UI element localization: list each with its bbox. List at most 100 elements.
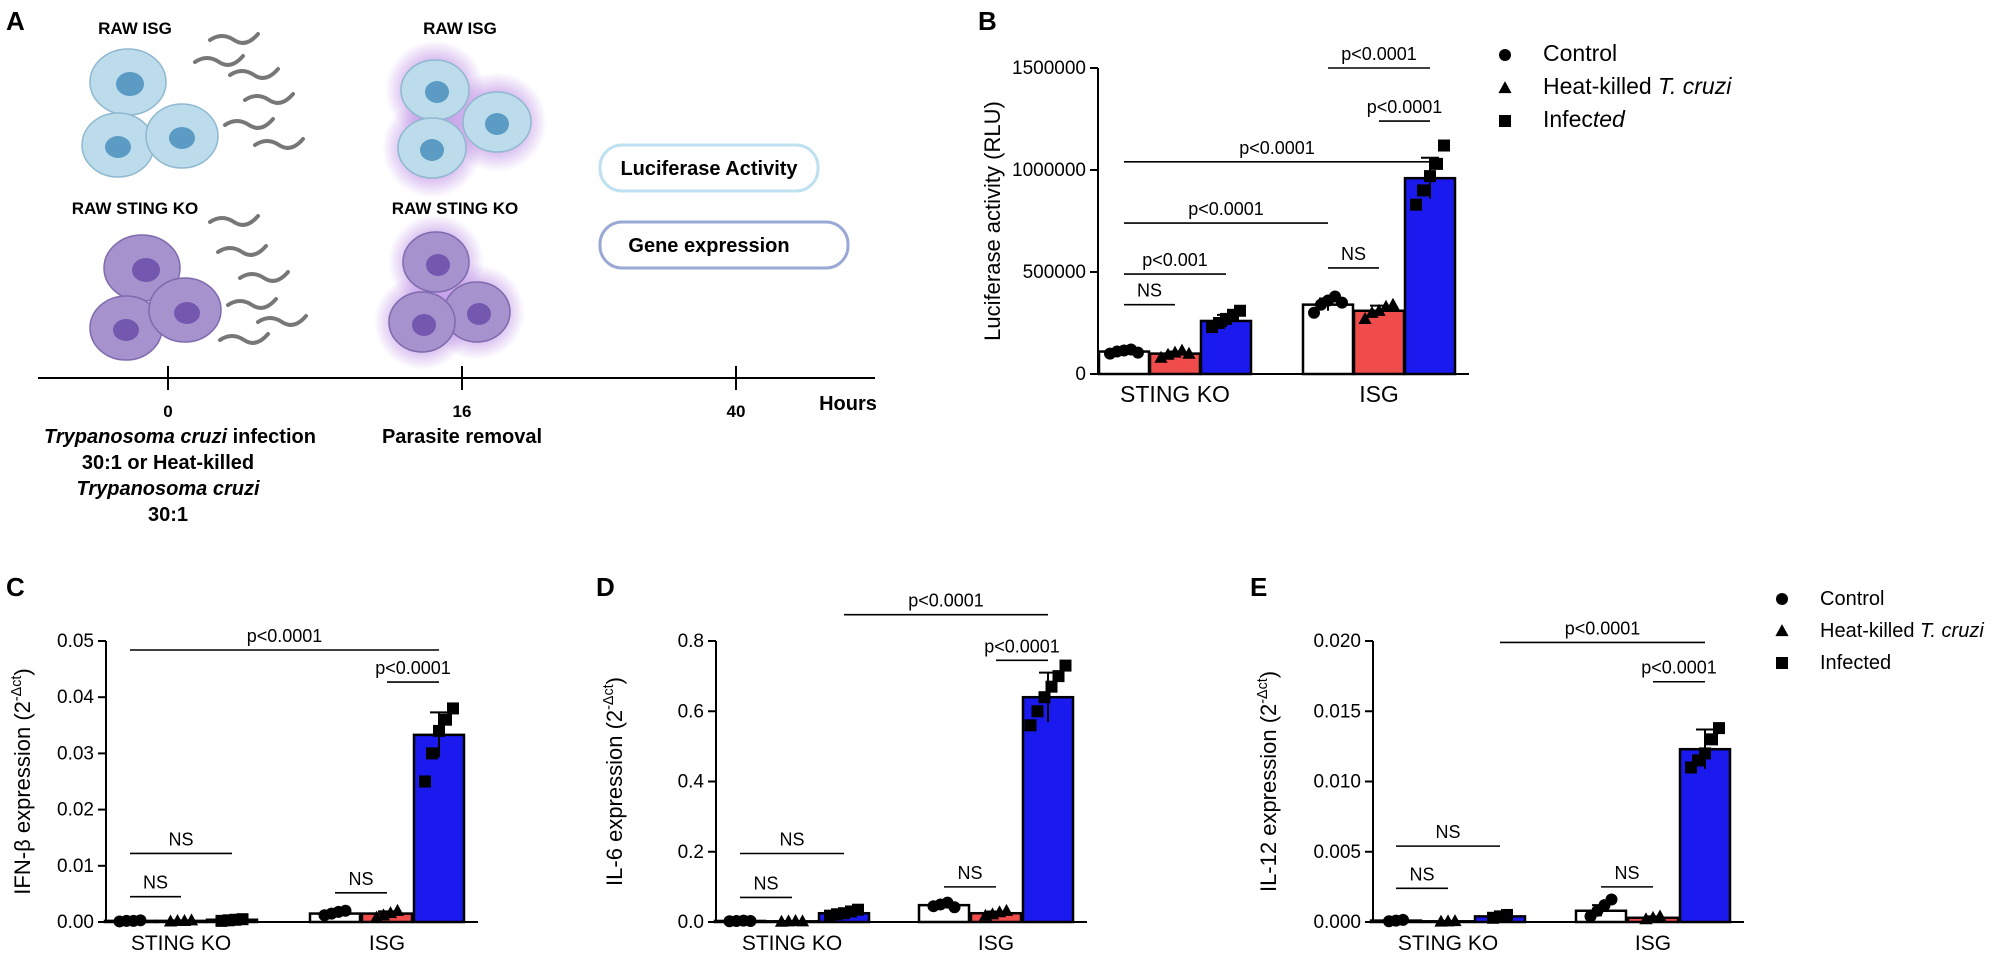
y-axis-label-close: ): [1256, 671, 1281, 678]
data-point: [134, 914, 147, 927]
legend-label: Heat-killed T. cruzi: [1820, 620, 1984, 642]
data-point: [1431, 157, 1443, 170]
y-axis-label-main: IL-6 expression (2: [602, 710, 627, 886]
y-axis-label-sup: -Δct: [1255, 678, 1271, 703]
chart-panel-b: 0 500000 1000000 1500000 Luciferase activity…: [980, 44, 1469, 407]
bar: [1678, 747, 1732, 924]
x-category-label: STING KO: [742, 932, 842, 955]
t0-line3: Trypanosoma cruzi: [76, 478, 259, 500]
significance-label: NS: [1435, 822, 1460, 842]
legend-marker-triangle: [1498, 81, 1512, 94]
legend-label-text: Heat-killed: [1820, 620, 1920, 642]
significance-label: NS: [143, 873, 168, 893]
significance-label: p<0.0001: [1239, 138, 1315, 158]
data-point: [1410, 198, 1422, 211]
data-point: [1234, 304, 1246, 317]
timeline-unit: Hours: [819, 393, 877, 415]
data-point: [1372, 303, 1386, 316]
data-point: [1175, 343, 1189, 356]
y-tick-label: 1000000: [1012, 160, 1086, 181]
data-point: [1052, 670, 1065, 683]
timeline-label-0: 0: [163, 402, 172, 421]
luciferase-label: Luciferase Activity: [620, 158, 798, 180]
t0-line4: 30:1: [148, 504, 188, 526]
cell-label-raw-isg-0h: RAW ISG: [98, 19, 172, 38]
t16-label: Parasite removal: [382, 426, 542, 448]
data-point: [1038, 691, 1051, 704]
significance-label: p<0.0001: [1641, 658, 1717, 678]
legend-label-italic: T. cruzi: [1658, 73, 1732, 99]
data-point: [1059, 659, 1072, 672]
data-point: [795, 914, 810, 927]
sting-cells-16h: [374, 214, 525, 370]
legend-marker-square: [1499, 115, 1511, 127]
significance-label: NS: [1341, 244, 1366, 264]
panel-label-a: A: [6, 6, 25, 36]
significance-label: NS: [1137, 281, 1162, 301]
gene-expression-box: [598, 220, 850, 270]
chart-panel-e: 0.000 0.005 0.010 0.015 0.020 IL-12 expressio…: [1255, 618, 1744, 955]
data-point: [184, 913, 199, 926]
y-axis-label-main: IL-12 expression (2: [1256, 704, 1281, 892]
sting-cells-0h: [89, 234, 222, 361]
data-point: [1417, 184, 1429, 197]
data-point: [440, 713, 452, 726]
legend-marker-triangle: [1775, 624, 1789, 637]
data-point: [852, 903, 864, 916]
significance-label: NS: [779, 830, 804, 850]
y-tick-label: 0.005: [1313, 842, 1361, 863]
data-point: [419, 775, 431, 788]
x-category-label: STING KO: [1398, 932, 1498, 955]
y-axis-label: Luciferase activity (RLU): [980, 101, 1005, 341]
legend-label: Control: [1820, 588, 1884, 610]
gene-expression-label: Gene expression: [628, 235, 789, 257]
isg-cells-0h: [81, 48, 219, 178]
chart-panel-d: 0.0 0.2 0.4 0.6 0.8 IL-6 expression (2-Δct) ST…: [601, 591, 1087, 955]
significance-label: NS: [1409, 864, 1434, 884]
panel-label-c: C: [6, 572, 25, 602]
significance-label: p<0.0001: [1565, 618, 1641, 638]
t0-line2: 30:1 or Heat-killed: [82, 452, 254, 474]
y-tick-label: 0.015: [1313, 701, 1361, 722]
data-point: [1448, 914, 1462, 927]
bar: [412, 733, 466, 924]
y-axis-label-main: IFN-β expression (2: [10, 701, 35, 895]
timeline-label-16: 16: [453, 402, 472, 421]
data-point: [1438, 139, 1450, 152]
data-point: [744, 914, 757, 927]
cell-label-raw-sting-0h: RAW STING KO: [72, 199, 199, 218]
cell-label-raw-isg-16h: RAW ISG: [423, 19, 497, 38]
data-point: [390, 903, 405, 916]
legend-marker-square: [1776, 657, 1788, 669]
significance-label: p<0.0001: [984, 636, 1060, 656]
y-tick-label: 0.02: [57, 800, 94, 821]
legend-marker-circle: [1499, 49, 1511, 61]
legend-label-text: Infected: [1820, 652, 1891, 674]
legend-label-italic: ted: [1593, 106, 1626, 132]
y-axis-label-main: Luciferase activity (RLU): [980, 101, 1005, 341]
chart-panel-c: 0.00 0.01 0.02 0.03 0.04 0.05 IFN-β expression…: [9, 626, 478, 955]
x-category-label: ISG: [1635, 932, 1671, 955]
x-category-label: STING KO: [1120, 381, 1230, 407]
data-point: [1653, 909, 1667, 922]
y-tick-label: 0.2: [678, 842, 704, 863]
data-point: [1706, 733, 1718, 746]
legend-label-text: Infec: [1543, 106, 1593, 132]
data-point: [433, 724, 445, 737]
panel-label-b: B: [978, 6, 997, 36]
significance-label: NS: [168, 829, 193, 849]
data-point: [1024, 719, 1037, 732]
significance-label: p<0.0001: [1341, 44, 1417, 64]
parasites: [193, 32, 308, 345]
y-tick-label: 0.000: [1313, 912, 1361, 933]
x-category-label: ISG: [369, 932, 405, 955]
legend-label-text: Control: [1820, 588, 1884, 610]
y-tick-label: 0.00: [57, 912, 94, 933]
data-point: [1154, 350, 1168, 363]
significance-label: p<0.0001: [1367, 97, 1443, 117]
significance-label: p<0.0001: [1188, 199, 1264, 219]
data-point: [948, 901, 961, 914]
data-point: [1031, 705, 1044, 718]
y-axis-label: IL-6 expression (2-Δct): [601, 677, 627, 886]
